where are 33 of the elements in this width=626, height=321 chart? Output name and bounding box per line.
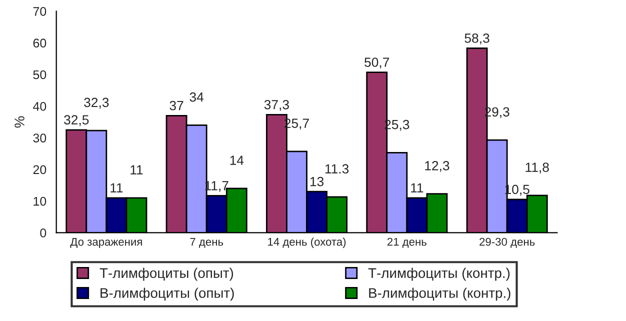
data-label: 32,5: [64, 115, 89, 126]
x-tick-label: 14 день (охота): [268, 238, 346, 248]
data-label: 50,7: [364, 58, 390, 68]
x-tick-label: 29-30 день: [480, 238, 535, 248]
data-label: 14: [230, 156, 244, 165]
x-tick-label: 7 день: [190, 238, 224, 248]
data-label: 37: [170, 100, 184, 110]
x-tick-label: До заражения: [70, 238, 142, 248]
data-label: 11.3: [325, 164, 349, 174]
data-label: 32,3: [84, 98, 109, 109]
data-label: 34: [190, 92, 204, 102]
legend-label: В-лимфоциты (контр.): [369, 288, 510, 301]
x-tick-label: 21 день: [387, 238, 426, 248]
y-tick-label: 30: [33, 134, 46, 142]
data-label: 11: [411, 183, 424, 192]
data-label: 13: [310, 176, 324, 186]
data-label: 12,3: [425, 161, 450, 172]
y-tick-label: 20: [33, 165, 46, 174]
y-tick-label: 40: [33, 102, 46, 111]
y-tick-label: 60: [33, 38, 46, 48]
legend-label: Т-лимфоциты (опыт): [100, 268, 234, 281]
legend-label: Т-лимфоциты (контр.): [368, 268, 510, 281]
data-label: 11: [110, 183, 123, 192]
y-tick-label: 0: [40, 228, 46, 238]
y-axis-title: %: [14, 116, 24, 128]
data-label: 58,3: [464, 34, 490, 44]
legend-label: В-лимфоциты (опыт): [100, 288, 234, 301]
data-label: 37,3: [264, 100, 289, 111]
y-tick-label: 10: [34, 196, 46, 206]
y-tick-label: 70: [33, 7, 46, 16]
data-label: 11,8: [526, 162, 549, 174]
data-label: 11: [130, 165, 143, 174]
y-tick-label: 50: [33, 70, 46, 80]
